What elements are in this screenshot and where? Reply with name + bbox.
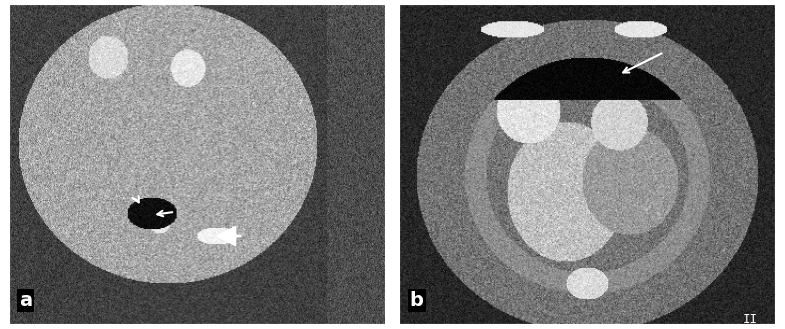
Text: b: b — [410, 291, 424, 310]
Text: II: II — [743, 313, 758, 326]
Text: a: a — [19, 291, 32, 310]
Polygon shape — [217, 226, 236, 246]
